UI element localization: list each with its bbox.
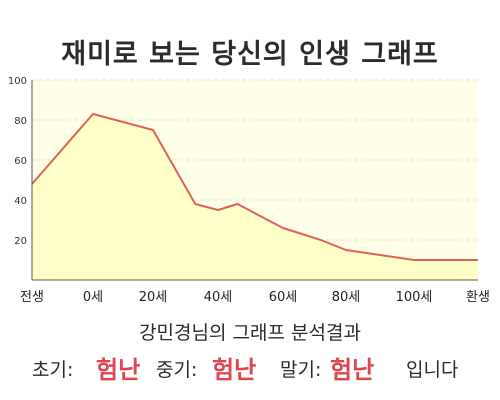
axes [31, 80, 478, 281]
early-value: 험난 [96, 356, 141, 384]
analysis-result: 초기: 험난 중기: 험난 말기: 험난 입니다 [0, 350, 500, 386]
page-title: 재미로 보는 당신의 인생 그래프 [61, 39, 439, 70]
analysis-subtitle: 강민경님의 그래프 분석결과 [139, 322, 361, 344]
late-value: 험난 [330, 356, 375, 384]
y-tick-label-60: 60 [14, 156, 27, 167]
result-suffix: 입니다 [406, 359, 459, 381]
x-tick-label-0: 전생 [20, 290, 44, 305]
y-tick-label-100: 100 [8, 76, 27, 87]
y-tick-label-20: 20 [14, 236, 27, 247]
middle-value: 험난 [212, 356, 257, 384]
life-line [31, 113, 478, 261]
early-label: 초기: [32, 359, 74, 381]
y-tick-labels: 20 40 60 80 100 [8, 76, 27, 247]
x-tick-labels: 전생 0세 20세 40세 60세 80세 100세 환생 [20, 290, 490, 305]
middle-label: 중기: [156, 359, 198, 381]
x-tick-label-4: 60세 [269, 290, 298, 305]
x-tick-label-5: 80세 [332, 290, 361, 305]
x-tick-label-6: 100세 [396, 290, 433, 305]
life-area-fill [32, 114, 478, 280]
x-tick-label-3: 40세 [204, 290, 233, 305]
x-tick-label-1: 0세 [83, 290, 103, 305]
x-tick-label-7: 환생 [466, 290, 490, 305]
y-tick-label-40: 40 [14, 196, 27, 207]
x-tick-label-2: 20세 [139, 290, 168, 305]
y-tick-label-80: 80 [14, 116, 27, 127]
late-label: 말기: [280, 359, 322, 381]
